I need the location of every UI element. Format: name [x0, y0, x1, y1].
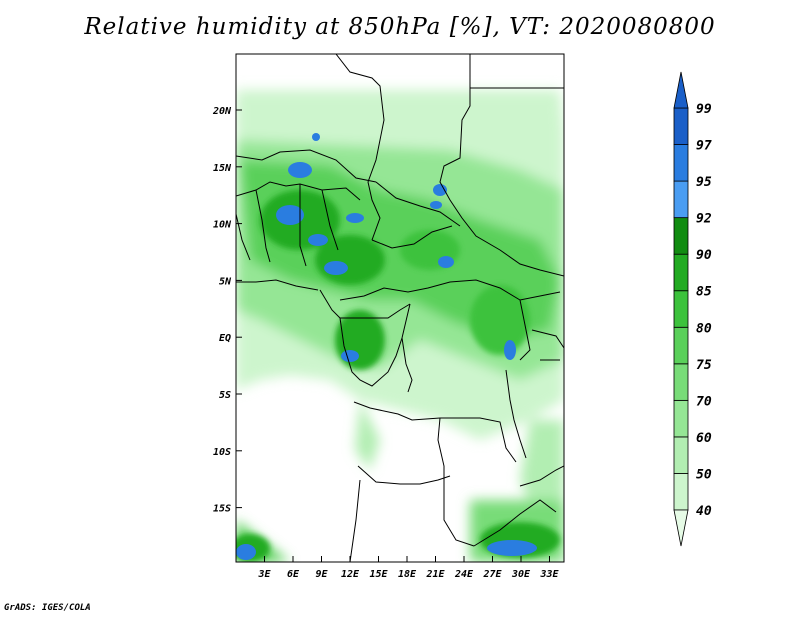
- colorbar-segment: [673, 473, 689, 511]
- lat-tick-label: 5N: [219, 276, 232, 287]
- lat-tick-label: EQ: [219, 333, 231, 344]
- credit-text: GrADS: IGES/COLA: [4, 603, 91, 613]
- colorbar-label: 80: [696, 321, 712, 336]
- colorbar-segment: [673, 436, 689, 474]
- lon-tick-label: 12E: [341, 569, 360, 580]
- colorbar-label: 97: [696, 139, 712, 154]
- lon-tick-label: 30E: [511, 569, 531, 580]
- longitude-axis: 3E 6E 9E 12E 15E 18E 21E 24E 27E 30E 33E: [257, 556, 560, 580]
- latitude-axis: 20N 15N 10N 5N EQ 5S 10S 15S: [212, 106, 242, 515]
- colorbar-segment: [673, 399, 689, 438]
- colorbar-label: 50: [696, 467, 712, 482]
- lat-tick-label: 10N: [213, 220, 232, 231]
- colorbar-label: 60: [696, 431, 712, 446]
- colorbar-label: 40: [696, 504, 712, 519]
- lon-tick-label: 6E: [287, 569, 300, 580]
- lon-tick-label: 9E: [315, 569, 328, 580]
- colorbar-segment: [673, 144, 689, 182]
- colorbar-segment: [673, 217, 689, 255]
- colorbar-high-arrow: [673, 71, 689, 109]
- map-frame: [235, 53, 565, 563]
- lon-tick-label: 33E: [539, 569, 559, 580]
- colorbar-segment: [673, 326, 689, 365]
- colorbar-label: 90: [696, 248, 712, 263]
- lon-tick-label: 21E: [425, 569, 445, 580]
- colorbar-segment: [673, 363, 689, 401]
- lon-tick-label: 27E: [482, 569, 502, 580]
- colorbar-label: 99: [696, 102, 712, 117]
- lat-tick-label: 5S: [219, 390, 231, 401]
- lon-tick-label: 3E: [257, 569, 271, 580]
- colorbar-segment: [673, 107, 689, 145]
- colorbar-segment: [673, 253, 689, 292]
- chart-title: Relative humidity at 850hPa [%], VT: 202…: [84, 14, 716, 40]
- lon-tick-label: 15E: [369, 569, 388, 580]
- colorbar-low-arrow: [673, 509, 689, 547]
- humidity-field: [236, 54, 564, 562]
- lon-tick-label: 24E: [454, 569, 474, 580]
- lat-tick-label: 15S: [213, 504, 231, 515]
- lat-tick-label: 10S: [213, 447, 231, 458]
- lon-tick-label: 18E: [398, 569, 417, 580]
- country-borders: [236, 54, 564, 562]
- colorbar: 40 50 60 70 75 80 85 90 92 95 97 99: [673, 71, 712, 547]
- lat-tick-label: 15N: [213, 163, 232, 174]
- colorbar-label: 92: [696, 212, 712, 227]
- colorbar-segment: [673, 180, 689, 219]
- lat-tick-label: 20N: [212, 106, 232, 117]
- colorbar-segment: [673, 290, 689, 328]
- colorbar-label: 70: [696, 394, 712, 409]
- colorbar-label: 75: [696, 358, 712, 373]
- colorbar-label: 85: [696, 285, 712, 300]
- colorbar-label: 95: [696, 175, 712, 190]
